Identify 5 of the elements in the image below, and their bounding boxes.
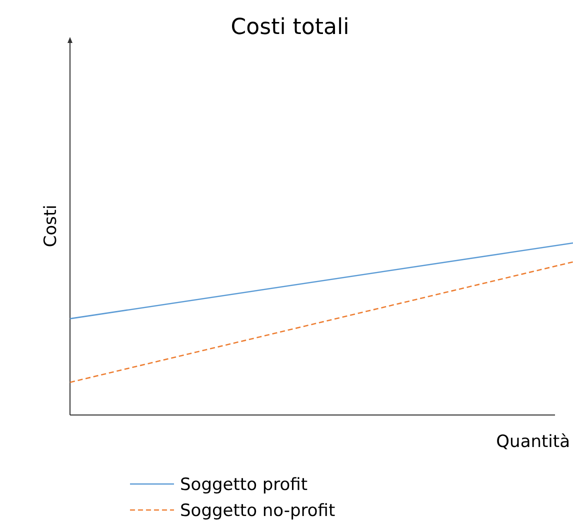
legend-label: Soggetto profit bbox=[180, 475, 308, 495]
legend-label: Soggetto no-profit bbox=[180, 501, 336, 520]
chart-title: Costi totali bbox=[230, 15, 350, 40]
x-axis-title: Quantità bbox=[496, 432, 570, 452]
y-axis-title: Costi bbox=[41, 204, 61, 248]
